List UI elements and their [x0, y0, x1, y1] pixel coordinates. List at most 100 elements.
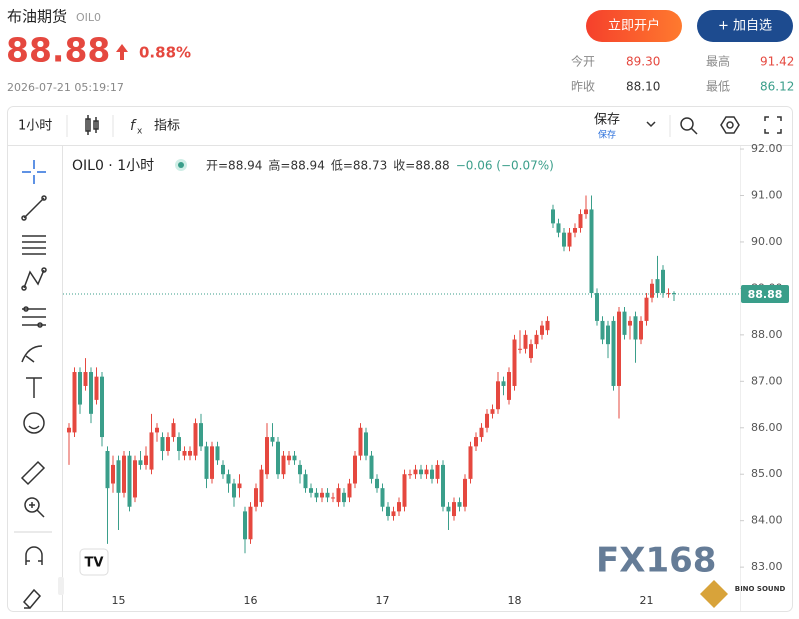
fx-icon[interactable]: x [137, 127, 143, 137]
y-tick-label: 88.00 [751, 328, 783, 341]
candle-body [644, 297, 649, 321]
candle-body [474, 437, 478, 447]
candle-body [600, 320, 605, 340]
x-tick-label: 21 [640, 594, 654, 607]
tv-logo: TV [79, 548, 109, 576]
candle-body [584, 209, 588, 215]
candle-body [567, 232, 572, 247]
candle-body [149, 432, 154, 470]
stat-value: 89.30 [626, 55, 660, 69]
candle-body [457, 502, 462, 507]
x-tick-label: 18 [508, 594, 522, 607]
candle-body [413, 469, 418, 475]
fullscreen-button[interactable] [764, 116, 782, 134]
candle-body [177, 437, 181, 451]
candle-body [237, 483, 242, 489]
candle-body [545, 320, 550, 331]
open-account-button[interactable] [586, 10, 682, 42]
candle-body [155, 427, 159, 433]
candle-body [309, 488, 313, 493]
candle-body [265, 437, 269, 475]
candle-body [221, 464, 225, 475]
corner-logo: BINO SOUND [735, 585, 786, 593]
change-percent: 0.88% [139, 44, 191, 62]
candle-body [166, 437, 170, 451]
candle-body [199, 423, 203, 447]
candle-body [331, 497, 335, 499]
candle-body [325, 492, 330, 498]
fx-icon[interactable]: f [130, 118, 137, 134]
candle-body [391, 511, 396, 517]
candle-body [133, 460, 137, 498]
last-price-label: 88.88 [748, 288, 783, 301]
candle-body [276, 441, 280, 475]
stat-label: 今开 [571, 54, 595, 69]
candle-body [171, 423, 176, 438]
candle-body [226, 474, 231, 484]
candle-body [204, 446, 209, 479]
candle-body [479, 427, 484, 438]
legend-ohlc: 收=88.88 [393, 159, 449, 173]
interval-button[interactable]: 1小时 [18, 119, 52, 134]
candle-body [661, 269, 665, 294]
drawing-tools[interactable] [14, 160, 52, 610]
y-tick-label: 86.00 [751, 421, 783, 434]
candle-body [210, 446, 214, 479]
candle-body [369, 455, 374, 479]
y-tick-label: 90.00 [751, 235, 783, 248]
candle-body [243, 511, 247, 540]
candle-body [94, 376, 99, 400]
candle-body [188, 450, 192, 456]
stat-value: 86.12 [760, 80, 794, 94]
candle-body [518, 348, 522, 350]
candle-body [397, 502, 401, 512]
candle-body [347, 483, 352, 498]
candle-body [496, 381, 500, 410]
candle-body [523, 334, 528, 349]
candle-body [292, 455, 297, 461]
collapse-handle[interactable] [58, 577, 64, 595]
price: 88.88 [6, 31, 110, 70]
stat-label: 昨收 [571, 80, 595, 94]
watermark: FX168 [596, 541, 716, 581]
candle-body [122, 455, 126, 493]
settings-button[interactable] [720, 116, 740, 134]
watchlist-label[interactable]: + 加自选 [718, 19, 772, 34]
settings-button[interactable] [726, 121, 734, 129]
y-tick-label: 84.00 [751, 514, 783, 527]
candle-body [254, 488, 258, 507]
chart-type-button[interactable] [85, 115, 99, 135]
candle-body [622, 311, 627, 335]
candle-body [463, 478, 467, 507]
legend-status [178, 162, 184, 168]
candle-body [358, 427, 363, 456]
candle-body [551, 209, 555, 224]
candle-body [540, 325, 544, 335]
candle-body [78, 372, 82, 405]
legend-change: −0.06 (−0.07%) [456, 159, 554, 173]
candle-body [270, 437, 275, 442]
candle-body [298, 464, 302, 475]
candle-body [281, 455, 286, 475]
candle-body [556, 223, 561, 233]
watchlist-button[interactable] [697, 10, 793, 42]
save-menu[interactable] [646, 121, 656, 128]
candle-body [353, 455, 357, 484]
save-button[interactable]: 保存 [594, 113, 620, 128]
candle-body [501, 381, 506, 386]
candle-body [336, 488, 341, 503]
candle-body [424, 469, 429, 475]
candle-body [144, 455, 148, 465]
y-tick-label: 83.00 [751, 560, 783, 573]
timestamp: 2026-07-21 05:19:17 [7, 81, 124, 94]
quick-search[interactable] [680, 117, 698, 135]
open-account-label[interactable]: 立即开户 [608, 18, 660, 34]
stat-label: 最低 [706, 80, 730, 94]
indicators-button[interactable]: 指标 [154, 119, 180, 134]
up-arrow [116, 44, 128, 60]
candle-body [430, 469, 434, 479]
candle-body [485, 413, 489, 428]
candle-body [628, 320, 632, 326]
candle-body [655, 279, 660, 294]
